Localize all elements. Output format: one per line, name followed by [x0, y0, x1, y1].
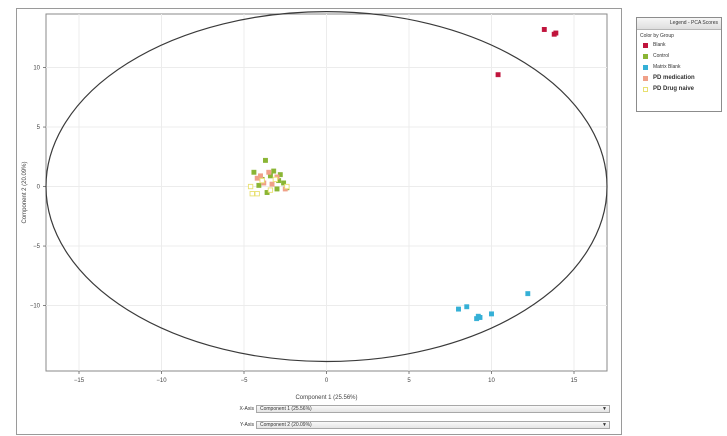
legend-swatch — [643, 54, 648, 59]
y-axis-select-value: Component 2 (20.09%) — [260, 422, 312, 428]
data-point — [456, 306, 461, 312]
data-point — [281, 180, 287, 186]
data-point — [259, 177, 265, 184]
chevron-down-icon: ▼ — [602, 422, 607, 428]
x-axis-title: Component 1 (25.56%) — [295, 395, 357, 401]
data-point — [269, 181, 275, 187]
data-point — [274, 186, 280, 192]
legend-label: PD medication — [653, 75, 695, 81]
data-point — [272, 176, 278, 183]
data-point — [266, 169, 272, 175]
legend-item: PD Drug naive — [637, 84, 721, 95]
legend-item: Matrix Blank — [637, 62, 721, 73]
chevron-down-icon: ▼ — [602, 406, 607, 412]
legend-item: Control — [637, 51, 721, 62]
legend-item: PD medication — [637, 73, 721, 84]
legend-swatch — [643, 65, 648, 70]
data-point — [247, 183, 254, 190]
legend-swatch — [643, 87, 648, 92]
data-point — [541, 27, 547, 32]
legend-swatch — [643, 43, 648, 48]
x-tick-label: −15 — [74, 378, 85, 384]
y-tick-label: 5 — [37, 125, 41, 131]
data-point — [258, 173, 263, 179]
data-point — [251, 169, 257, 175]
x-tick-label: 5 — [407, 378, 411, 384]
x-tick-label: −10 — [156, 378, 167, 384]
data-point — [477, 315, 483, 320]
legend-label: Control — [653, 53, 670, 59]
y-tick-label: −10 — [30, 304, 41, 310]
y-tick-label: 0 — [37, 185, 41, 191]
data-point — [525, 291, 531, 297]
legend-label: Matrix Blank — [653, 64, 681, 70]
x-axis-select-value: Component 1 (25.56%) — [260, 406, 312, 412]
legend-item: Blank — [637, 40, 721, 51]
legend-title: Legend - PCA Scores — [637, 18, 721, 30]
x-tick-label: −5 — [241, 378, 249, 384]
legend-label: Blank — [653, 42, 666, 48]
x-axis-label: X-Axis — [239, 406, 254, 412]
y-axis-title: Component 2 (20.09%) — [22, 161, 28, 223]
data-point — [495, 72, 501, 78]
data-point — [249, 191, 255, 197]
legend-subtitle: Color by Group — [640, 33, 674, 39]
data-point — [254, 191, 260, 197]
legend-label: PD Drug naive — [653, 86, 695, 92]
data-point — [284, 183, 290, 190]
confidence-ellipse — [45, 11, 608, 363]
legend-panel: Legend - PCA Scores Color by Group Blank… — [636, 17, 722, 112]
x-axis-select[interactable]: Component 1 (25.56%) ▼ — [256, 405, 610, 413]
x-tick-label: 15 — [571, 378, 578, 384]
y-axis-select[interactable]: Component 2 (20.09%) ▼ — [256, 421, 610, 429]
data-point — [464, 304, 470, 310]
y-tick-label: 10 — [33, 66, 40, 72]
data-point — [271, 168, 277, 174]
legend-swatch — [643, 76, 648, 81]
data-point — [489, 311, 494, 317]
y-axis-label: Y-Axis — [240, 422, 254, 428]
x-tick-label: 0 — [325, 378, 329, 384]
data-point — [256, 182, 262, 188]
data-point — [267, 187, 274, 193]
y-tick-label: −5 — [33, 244, 41, 250]
data-point — [553, 30, 559, 36]
x-tick-label: 10 — [488, 378, 495, 384]
data-point — [263, 157, 268, 163]
